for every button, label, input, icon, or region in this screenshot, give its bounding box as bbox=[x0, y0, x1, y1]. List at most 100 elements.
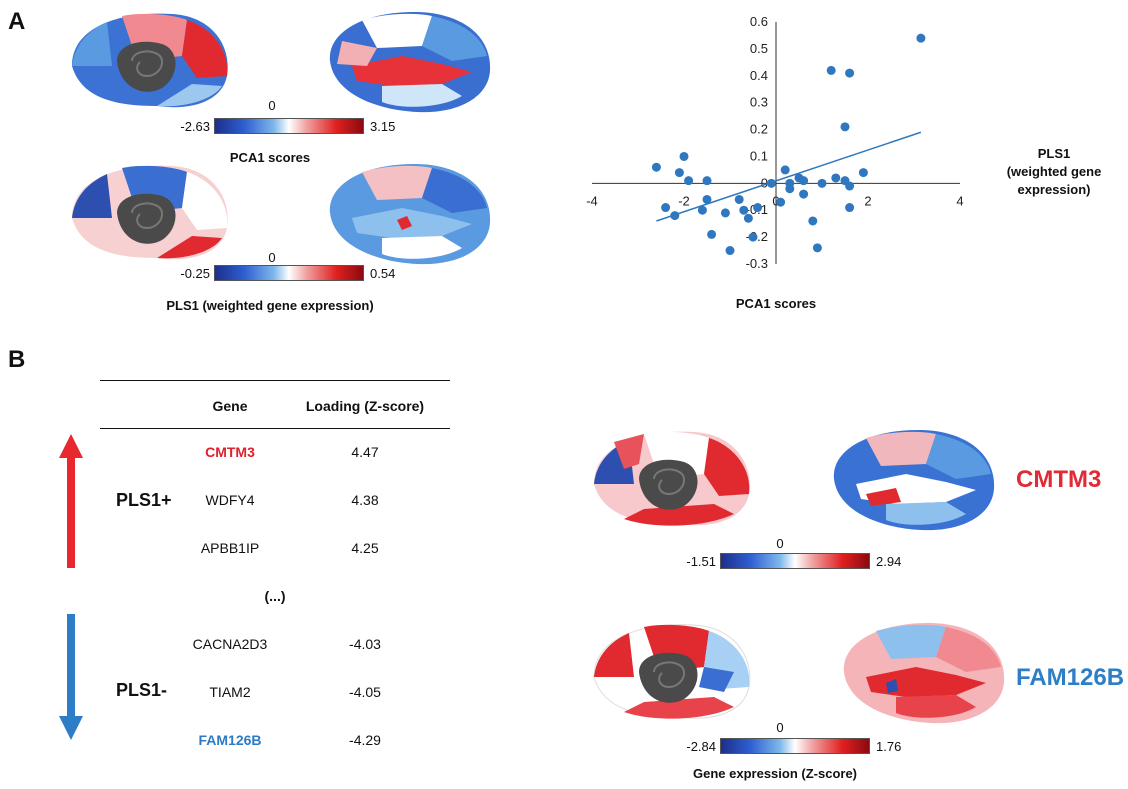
scatter-point bbox=[679, 151, 689, 161]
table-ellipsis: (...) bbox=[264, 588, 286, 604]
scatter-point bbox=[808, 216, 818, 226]
loading-cell: -4.03 bbox=[349, 636, 381, 652]
gene-cell: WDFY4 bbox=[205, 492, 255, 508]
scatter-point bbox=[916, 33, 926, 43]
y-tick-label: 0.1 bbox=[750, 148, 768, 163]
scatter-point bbox=[831, 173, 841, 183]
scatter-point bbox=[780, 165, 790, 175]
scatter-point bbox=[670, 211, 680, 221]
table-top-rule bbox=[100, 380, 450, 381]
table-header-gene: Gene bbox=[212, 398, 248, 414]
loading-cell: 4.25 bbox=[351, 540, 379, 556]
scatter-point bbox=[845, 68, 855, 78]
panel-b-letter: B bbox=[8, 346, 26, 373]
brain-medial-pls1 bbox=[62, 158, 242, 270]
group-label-neg: PLS1- bbox=[116, 680, 168, 700]
scatter-point bbox=[674, 168, 684, 178]
y-tick-label: 0.4 bbox=[750, 68, 768, 83]
group-label-pos: PLS1+ bbox=[116, 490, 172, 510]
scatter-point bbox=[799, 176, 809, 186]
cb-max: 3.15 bbox=[370, 119, 396, 134]
brain-medial-fam126b bbox=[584, 614, 764, 732]
loading-cell: 4.38 bbox=[351, 492, 379, 508]
gene-cell: CMTM3 bbox=[205, 444, 255, 460]
scatter-point bbox=[766, 178, 776, 188]
caption-pca1: PCA1 scores bbox=[229, 150, 311, 165]
arrow-down-icon bbox=[59, 614, 83, 740]
cb-max: 1.76 bbox=[876, 739, 902, 754]
scatter-point bbox=[817, 178, 827, 188]
brain-medial-pca1 bbox=[62, 6, 242, 118]
y-tick-label: 0.6 bbox=[750, 14, 768, 29]
scatter-point bbox=[785, 184, 795, 194]
gene-cell: TIAM2 bbox=[209, 684, 251, 700]
scatter-point bbox=[743, 213, 753, 223]
cb-mid: 0 bbox=[776, 536, 784, 551]
scatter-point bbox=[684, 176, 694, 186]
cb-min: -0.25 bbox=[180, 266, 210, 281]
scatter-point bbox=[734, 194, 744, 204]
arrow-up-icon bbox=[59, 434, 83, 568]
loading-cell: -4.05 bbox=[349, 684, 381, 700]
cb-mid: 0 bbox=[776, 720, 784, 735]
cb-min: -2.84 bbox=[686, 739, 716, 754]
scatter-point bbox=[812, 243, 822, 253]
trendline bbox=[656, 131, 922, 222]
y-tick-label: -0.3 bbox=[746, 256, 768, 271]
scatter-chart: -4-2024-0.3-0.2-0.10.10.20.30.40.50.60PC… bbox=[560, 8, 1120, 328]
cb-max: 0.54 bbox=[370, 266, 396, 281]
gene-cell: APBB1IP bbox=[200, 540, 260, 556]
gene-label-cmtm3: CMTM3 bbox=[1016, 466, 1102, 493]
scatter-point bbox=[799, 189, 809, 199]
scatter-point bbox=[661, 203, 671, 213]
table-header-loading: Loading (Z-score) bbox=[305, 398, 425, 414]
scatter-point bbox=[845, 203, 855, 213]
gene-cell: FAM126B bbox=[198, 732, 262, 748]
x-tick-label: 2 bbox=[864, 193, 871, 208]
y-tick-label: 0 bbox=[761, 175, 768, 190]
gene-cell: CACNA2D3 bbox=[192, 636, 268, 652]
brain-lateral-pls1 bbox=[322, 158, 502, 270]
loading-cell: 4.47 bbox=[351, 444, 379, 460]
y-axis-label: PLS1 bbox=[1038, 146, 1071, 161]
panel-a-letter: A bbox=[8, 8, 26, 35]
cb-mid: 0 bbox=[268, 250, 276, 265]
gene-label-fam126b: FAM126B bbox=[1016, 664, 1125, 691]
x-tick-label: 4 bbox=[956, 193, 963, 208]
scatter-point bbox=[702, 194, 712, 204]
x-axis-label: PCA1 scores bbox=[736, 296, 816, 311]
x-tick-label: -4 bbox=[586, 193, 598, 208]
scatter-point bbox=[707, 229, 717, 239]
scatter-point bbox=[720, 208, 730, 218]
brain-lateral-cmtm3 bbox=[826, 420, 1006, 540]
scatter-point bbox=[697, 205, 707, 215]
scatter-point bbox=[776, 197, 786, 207]
y-axis-label: expression) bbox=[1018, 182, 1091, 197]
y-axis-label: (weighted gene bbox=[1007, 164, 1102, 179]
x-tick-label: 0 bbox=[772, 193, 779, 208]
cb-min: -2.63 bbox=[180, 119, 210, 134]
colorbar-fam126b bbox=[720, 738, 870, 754]
scatter-point bbox=[739, 205, 749, 215]
scatter-point bbox=[858, 168, 868, 178]
caption-pls1: PLS1 (weighted gene expression) bbox=[166, 298, 374, 313]
scatter-point bbox=[753, 203, 763, 213]
colorbar-pls1 bbox=[214, 265, 364, 281]
scatter-point bbox=[840, 122, 850, 132]
cb-mid: 0 bbox=[268, 98, 276, 113]
scatter-point bbox=[702, 176, 712, 186]
colorbar-cmtm3 bbox=[720, 553, 870, 569]
cb-max: 2.94 bbox=[876, 554, 902, 569]
x-tick-label: -2 bbox=[678, 193, 690, 208]
y-tick-label: 0.3 bbox=[750, 95, 768, 110]
scatter-point bbox=[748, 232, 758, 242]
y-tick-label: 0.5 bbox=[750, 41, 768, 56]
brain-medial-cmtm3 bbox=[584, 420, 764, 540]
caption-gene-expression: Gene expression (Z-score) bbox=[693, 766, 857, 781]
scatter-point bbox=[845, 181, 855, 191]
y-tick-label: 0.2 bbox=[750, 122, 768, 137]
scatter-point bbox=[826, 65, 836, 75]
scatter-point bbox=[651, 162, 661, 172]
colorbar-pca1 bbox=[214, 118, 364, 134]
scatter-svg: -4-2024-0.3-0.2-0.10.10.20.30.40.50.60PC… bbox=[586, 14, 1102, 311]
